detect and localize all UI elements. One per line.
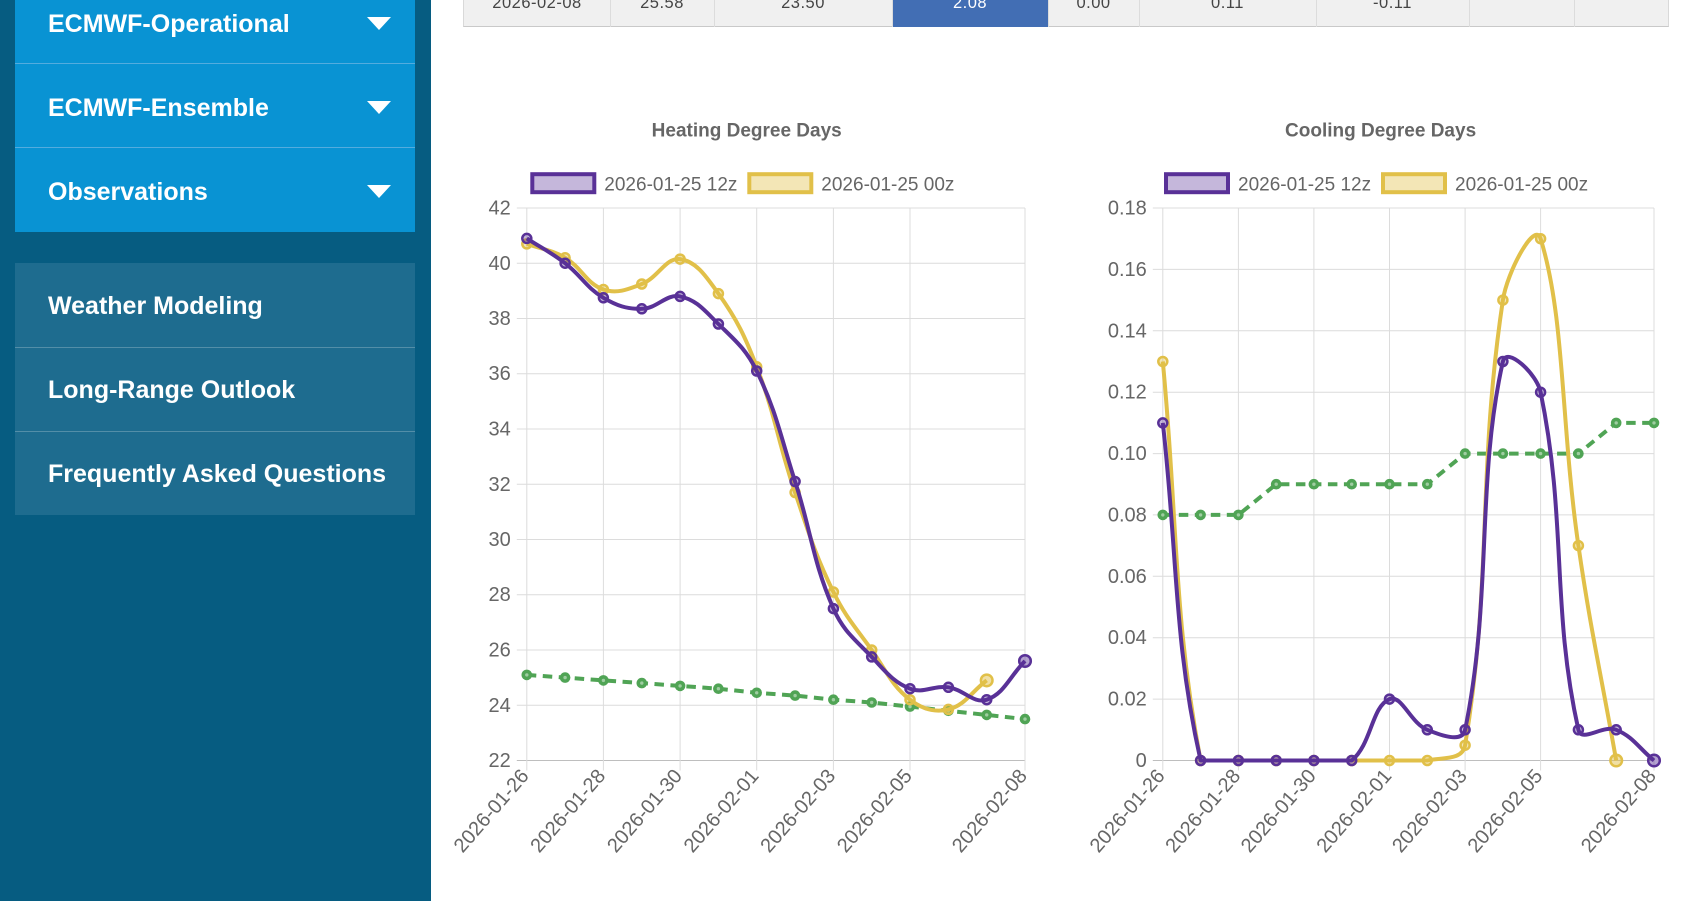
svg-text:2026-01-25 12z: 2026-01-25 12z [1238, 175, 1371, 196]
svg-text:2026-02-03: 2026-02-03 [756, 765, 840, 857]
svg-text:2026-01-30: 2026-01-30 [1237, 765, 1321, 857]
svg-text:2026-01-28: 2026-01-28 [526, 765, 610, 857]
svg-text:34: 34 [489, 419, 511, 441]
svg-text:2026-01-26: 2026-01-26 [450, 765, 534, 857]
svg-text:0.08: 0.08 [1108, 504, 1147, 526]
svg-text:2026-02-01: 2026-02-01 [680, 765, 764, 857]
svg-text:2026-02-01: 2026-02-01 [1313, 765, 1397, 857]
svg-text:2026-01-26: 2026-01-26 [1086, 765, 1170, 857]
svg-text:Cooling Degree Days: Cooling Degree Days [1285, 121, 1476, 142]
svg-text:0.02: 0.02 [1108, 689, 1147, 711]
svg-text:2026-01-25 12z: 2026-01-25 12z [604, 175, 737, 196]
svg-text:0.04: 0.04 [1108, 627, 1147, 649]
svg-text:0.06: 0.06 [1108, 566, 1147, 588]
svg-text:2026-01-25 00z: 2026-01-25 00z [1455, 175, 1588, 196]
svg-text:2026-01-25 00z: 2026-01-25 00z [821, 175, 954, 196]
svg-text:2026-02-08: 2026-02-08 [1577, 765, 1661, 857]
svg-text:2026-01-30: 2026-01-30 [603, 765, 687, 857]
svg-text:28: 28 [489, 584, 511, 606]
svg-text:0.18: 0.18 [1108, 198, 1147, 220]
svg-text:2026-02-03: 2026-02-03 [1388, 765, 1472, 857]
svg-text:0.10: 0.10 [1108, 443, 1147, 465]
svg-text:42: 42 [489, 198, 511, 220]
svg-text:32: 32 [489, 474, 511, 496]
svg-text:0: 0 [1136, 750, 1147, 772]
svg-text:26: 26 [489, 640, 511, 662]
svg-text:Heating Degree Days: Heating Degree Days [652, 121, 842, 142]
svg-text:2026-02-05: 2026-02-05 [833, 765, 917, 857]
svg-text:0.12: 0.12 [1108, 382, 1147, 404]
svg-text:0.14: 0.14 [1108, 320, 1147, 342]
svg-text:30: 30 [489, 529, 511, 551]
svg-text:2026-01-28: 2026-01-28 [1161, 765, 1245, 857]
svg-text:22: 22 [489, 750, 511, 772]
svg-text:2026-02-08: 2026-02-08 [948, 765, 1032, 857]
svg-text:38: 38 [489, 308, 511, 330]
svg-text:2026-02-05: 2026-02-05 [1464, 765, 1548, 857]
svg-text:24: 24 [489, 695, 511, 717]
svg-text:40: 40 [489, 253, 511, 275]
svg-text:36: 36 [489, 363, 511, 385]
svg-text:0.16: 0.16 [1108, 259, 1147, 281]
